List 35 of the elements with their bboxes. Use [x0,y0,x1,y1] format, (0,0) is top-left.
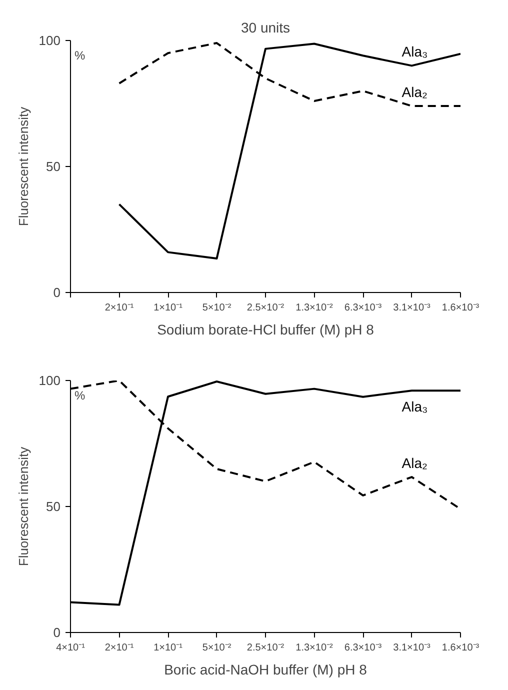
x-tick-label: 1×10⁻¹ [154,302,184,314]
text: 30 units [240,20,290,36]
series-label: Ala₃ [402,44,428,60]
x-tick-label: 1×10⁻¹ [154,642,184,654]
x-tick-label: 1.3×10⁻² [296,302,334,314]
x-tick-label: 3.1×10⁻³ [393,302,432,314]
y-axis-title: Fluorescent intensity [16,446,31,566]
x-tick-label: 2×10⁻¹ [104,302,134,314]
x-tick-label: 6.3×10⁻³ [344,642,382,654]
x-tick-label: 1.3×10⁻² [296,642,334,654]
x-tick-label: 1.6×10⁻³ [442,302,480,314]
series-label: Ala₂ [402,84,428,100]
x-tick-label: 4×10⁻¹ [56,642,86,654]
x-tick-label: 5×10⁻² [202,642,232,654]
annotation: % [74,388,86,402]
x-tick-label: 2.5×10⁻² [246,302,285,314]
y-tick-label: 100 [38,33,61,48]
y-tick-label: 0 [53,285,61,300]
x-axis-title: Sodium borate-HCl buffer (M) pH 8 [157,322,374,338]
y-tick-label: 0 [53,625,61,640]
x-tick-label: 5×10⁻² [202,302,232,314]
x-tick-label: 3.1×10⁻³ [393,642,432,654]
x-tick-label: 2.5×10⁻² [246,642,285,654]
line-series [118,42,460,260]
series-label: Ala₂ [402,455,428,472]
annotation: % [74,48,86,62]
y-tick-label: 100 [38,373,61,388]
x-tick-label: 1.6×10⁻³ [442,642,480,654]
x-axis-title: Boric acid-NaOH buffer (M) pH 8 [164,662,368,678]
y-axis-title: Fluorescent intensity [16,106,31,226]
x-tick-label: 6.3×10⁻³ [344,302,382,314]
series-label: Ala₃ [402,398,428,415]
y-tick-label: 50 [46,499,61,514]
x-tick-label: 2×10⁻¹ [104,642,134,654]
y-tick-label: 50 [46,159,61,174]
